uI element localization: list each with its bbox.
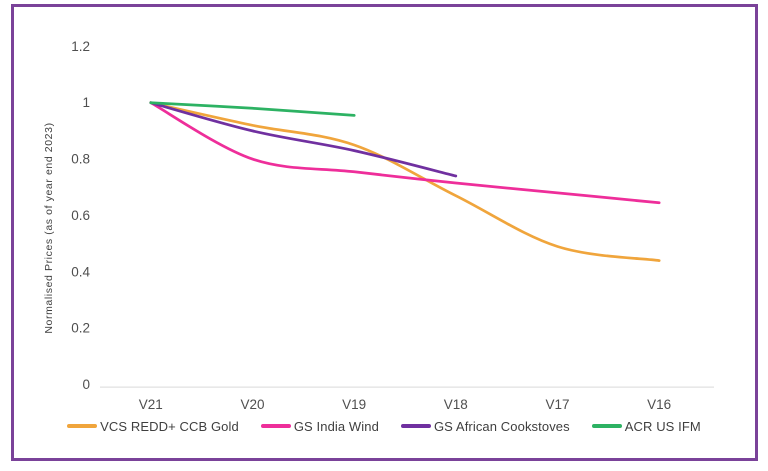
x-tick-label-v16: V16 <box>647 397 671 412</box>
series-line-acr-us-ifm <box>149 101 356 117</box>
y-axis-ticks: 0 0.2 0.4 0.6 0.8 1 1.2 <box>71 39 90 392</box>
y-tick-label-0.2: 0.2 <box>71 321 90 336</box>
legend-swatch-vcs-redd-ccb-gold <box>67 424 98 428</box>
legend-label-gs-india-wind: GS India Wind <box>293 418 379 434</box>
y-tick-label-0: 0 <box>82 377 90 392</box>
series-line-gs-african-cookstoves <box>149 101 458 178</box>
legend-item-vcs-redd-ccb-gold: VCS REDD+ CCB Gold <box>67 419 239 434</box>
x-tick-label-v17: V17 <box>545 397 569 412</box>
y-axis-title: Normalised Prices (as of year end 2023) <box>43 122 55 333</box>
legend-label-vcs-redd-ccb-gold: VCS REDD+ CCB Gold <box>100 418 239 434</box>
y-tick-label-1.2: 1.2 <box>71 39 90 54</box>
chart-legend: VCS REDD+ CCB Gold GS India Wind GS Africa… <box>0 416 768 436</box>
y-tick-label-0.4: 0.4 <box>71 264 90 279</box>
y-tick-label-0.6: 0.6 <box>71 208 90 223</box>
legend-item-acr-us-ifm: ACR US IFM <box>591 418 701 434</box>
legend-swatch-gs-african-cookstoves <box>400 424 431 428</box>
legend-label-gs-african-cookstoves: GS African Cookstoves <box>433 418 570 434</box>
x-tick-label-v20: V20 <box>240 397 264 412</box>
series-line-gs-india-wind <box>149 101 661 205</box>
x-tick-label-v19: V19 <box>342 397 366 412</box>
legend-label-acr-us-ifm: ACR US IFM <box>624 418 701 434</box>
legend-swatch-acr-us-ifm <box>591 424 622 428</box>
legend-swatch-gs-india-wind <box>260 424 291 428</box>
series-lines <box>149 101 661 262</box>
legend-item-gs-india-wind: GS India Wind <box>260 418 379 434</box>
x-tick-label-v21: V21 <box>139 397 163 412</box>
y-tick-label-1: 1 <box>82 95 90 110</box>
series-line-vcs-redd-ccb-gold <box>149 101 661 262</box>
legend-item-gs-african-cookstoves: GS African Cookstoves <box>400 418 570 434</box>
y-tick-label-0.8: 0.8 <box>71 152 90 167</box>
x-axis-ticks: V21 V20 V19 V18 V17 V16 <box>100 386 714 412</box>
x-tick-label-v18: V18 <box>444 397 468 412</box>
